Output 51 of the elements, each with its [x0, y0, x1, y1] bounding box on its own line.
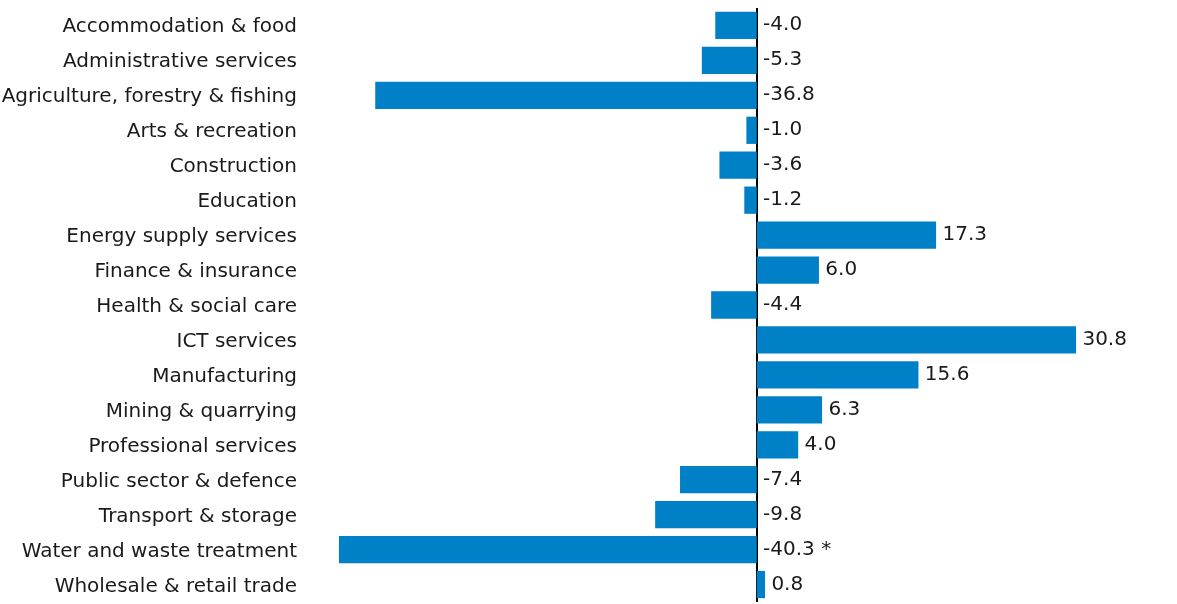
y-tick-label: Education: [197, 188, 297, 213]
bar: [756, 221, 937, 249]
data-label: -4.4: [756, 291, 803, 315]
data-label: -3.6: [756, 151, 803, 176]
y-tick-label: ICT services: [176, 327, 297, 352]
bar: [756, 256, 819, 284]
data-label: -5.3: [756, 46, 803, 71]
y-tick-label: Water and waste treatment: [21, 537, 298, 562]
bar: [756, 431, 799, 459]
y-tick-label: Agriculture, forestry & fishing: [1, 83, 297, 108]
y-tick-label: Accommodation & food: [62, 13, 297, 38]
bar: [701, 46, 757, 75]
bar: [680, 466, 757, 494]
data-label: -40.3 *: [756, 535, 832, 560]
data-label: 6.3: [822, 395, 861, 420]
bar: [655, 501, 757, 529]
data-label: 6.0: [818, 256, 858, 281]
y-tick-label: Construction: [169, 153, 297, 178]
y-tick-label: Wholesale & retail trade: [54, 572, 297, 597]
bar: [746, 116, 757, 144]
data-label: -36.8: [756, 81, 815, 106]
y-tick-label: Manufacturing: [152, 362, 297, 387]
bar: [715, 11, 757, 40]
y-tick-label: Public sector & defence: [60, 467, 297, 492]
bar: [744, 186, 757, 214]
bar: [338, 535, 757, 564]
y-tick-label: Transport & storage: [97, 502, 297, 527]
data-label: 15.6: [918, 360, 970, 385]
y-tick-label: Administrative services: [63, 48, 297, 73]
bar: [711, 291, 757, 319]
data-label: -4.0: [756, 11, 803, 36]
data-label: 30.8: [1076, 325, 1127, 350]
bar: [375, 81, 757, 109]
data-label: -9.8: [756, 500, 803, 525]
bar: [756, 361, 919, 389]
y-tick-label: Energy supply services: [66, 223, 297, 248]
y-tick-label: Professional services: [88, 432, 297, 457]
y-tick-label: Mining & quarrying: [105, 397, 297, 422]
y-tick-label: Arts & recreation: [126, 118, 297, 143]
data-label: -1.2: [756, 186, 803, 211]
bar: [756, 396, 823, 424]
bar: [719, 151, 757, 179]
data-label: 4.0: [798, 430, 837, 455]
data-label: -7.4: [756, 465, 803, 490]
y-tick-label: Health & social care: [96, 293, 297, 317]
bar: [756, 570, 766, 599]
data-label: -1.0: [756, 116, 803, 141]
y-tick-label: Finance & insurance: [94, 258, 297, 283]
data-label: 0.8: [765, 570, 804, 595]
data-label: 17.3: [936, 221, 987, 246]
bar: [756, 326, 1077, 354]
